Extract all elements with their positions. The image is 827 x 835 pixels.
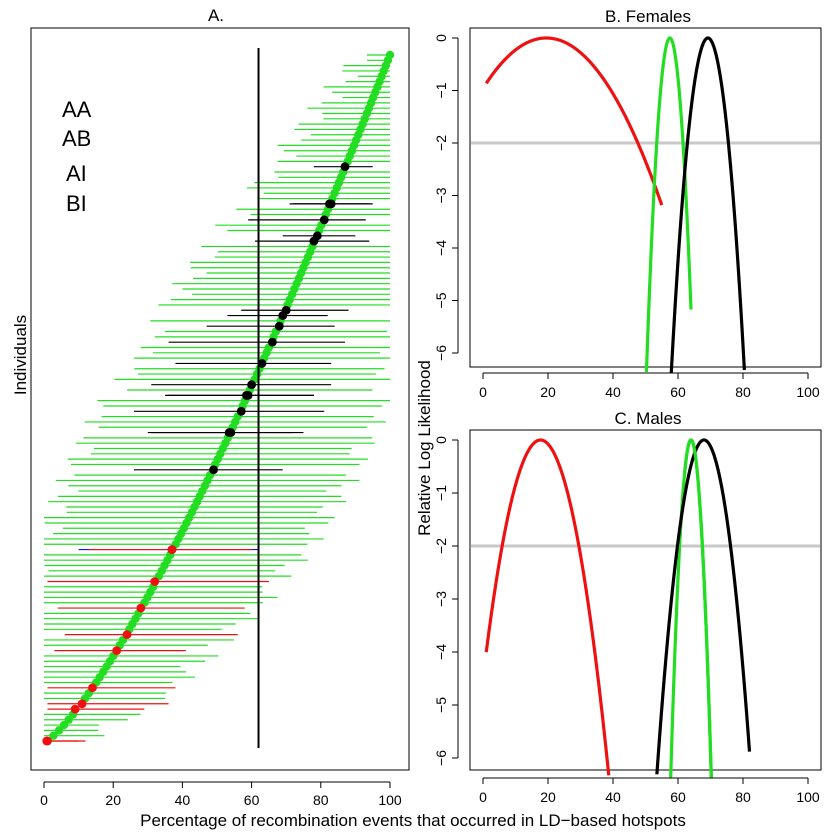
panel-c-ylabel: Relative Log Likelihood bbox=[415, 360, 434, 536]
panel-c-x-tick-label: 60 bbox=[670, 789, 686, 805]
data-point bbox=[319, 215, 329, 225]
panel-a-x-tick-label: 60 bbox=[244, 792, 260, 808]
data-point bbox=[257, 359, 267, 368]
data-point bbox=[49, 731, 58, 740]
panel-c-likelihood-curve bbox=[682, 438, 713, 778]
panel-c-y-tick-label: −3 bbox=[433, 591, 449, 607]
panel-a-x-tick-label: 80 bbox=[313, 792, 329, 808]
panel-c-y-tick-label: −2 bbox=[433, 538, 449, 554]
panel-b-x-tick-label: 40 bbox=[605, 384, 621, 400]
panel-c-x-tick-label: 0 bbox=[479, 789, 487, 805]
panel-b-y-tick-label: −3 bbox=[433, 187, 449, 203]
panel-b-axes: 0 20 40 60 80 100 0 −1 −2 −3 −4 −5 −6 bbox=[433, 34, 820, 400]
panel-a-title: A. bbox=[208, 6, 224, 25]
panel-c-curves bbox=[484, 438, 752, 778]
panel-a-interval-lines bbox=[44, 54, 390, 742]
data-point bbox=[267, 337, 277, 347]
legend-ai: AI bbox=[66, 161, 87, 186]
panel-c-y-tick-label: 0 bbox=[433, 436, 449, 444]
data-point bbox=[309, 236, 319, 246]
panel-b-y-tick-label: −4 bbox=[433, 240, 449, 256]
data-point bbox=[242, 390, 251, 400]
data-point bbox=[70, 704, 80, 714]
panel-c-y-tick-label: −5 bbox=[433, 697, 449, 713]
panel-c-likelihood-curve bbox=[484, 438, 611, 776]
data-point bbox=[77, 699, 87, 709]
panel-b-x-tick-label: 20 bbox=[540, 384, 556, 400]
panel-c-likelihood-curve bbox=[655, 438, 752, 775]
data-point bbox=[167, 545, 177, 554]
data-point bbox=[236, 406, 246, 416]
data-point bbox=[209, 465, 218, 475]
panel-b-curves bbox=[484, 36, 746, 374]
panel-c-x-tick-label: 100 bbox=[796, 789, 820, 805]
panel-b-x-tick-label: 100 bbox=[796, 384, 820, 400]
panel-b: B. Females 0 20 40 60 80 100 0 −1 −2 −3 −4 −5 −6 bbox=[433, 7, 822, 400]
data-point bbox=[112, 646, 122, 655]
data-point bbox=[278, 311, 288, 320]
panel-c-x-tick-label: 40 bbox=[605, 789, 621, 805]
panel-b-x-tick-label: 60 bbox=[670, 384, 686, 400]
x-axis-label: Percentage of recombination events that … bbox=[140, 811, 686, 830]
panel-a-x-tick-label: 40 bbox=[175, 792, 191, 808]
data-point bbox=[385, 50, 395, 60]
panel-b-likelihood-curve bbox=[644, 36, 693, 372]
panel-b-x-tick-label: 0 bbox=[479, 384, 487, 400]
panel-b-y-tick-label: −2 bbox=[433, 135, 449, 151]
data-point bbox=[54, 726, 64, 735]
data-point bbox=[224, 428, 234, 437]
panel-a-points bbox=[42, 50, 395, 746]
data-point bbox=[136, 603, 146, 613]
data-point bbox=[150, 577, 160, 586]
panel-a-legend: AA AB AI BI bbox=[62, 97, 92, 216]
panel-b-likelihood-curve bbox=[669, 36, 746, 374]
panel-a-x-tick-label: 100 bbox=[378, 792, 402, 808]
panel-c-plot-frame bbox=[469, 429, 822, 771]
panel-c-axes: 0 20 40 60 80 100 0 −1 −2 −3 −4 −5 −6 bbox=[433, 436, 820, 805]
panel-c-x-tick-label: 20 bbox=[540, 789, 556, 805]
panel-a-x-tick-label: 0 bbox=[40, 792, 48, 808]
panel-b-y-tick-label: −5 bbox=[433, 292, 449, 308]
panel-a-x-tick-label: 20 bbox=[105, 792, 121, 808]
panel-c-y-tick-label: −1 bbox=[433, 485, 449, 501]
panel-c-y-tick-label: −4 bbox=[433, 644, 449, 660]
panel-a-x-axis: 0 20 40 60 80 100 bbox=[40, 781, 402, 808]
legend-ab: AB bbox=[62, 126, 91, 151]
panel-c: C. Males 0 20 40 60 80 100 0 −1 −2 −3 −4 −5 −6 Relat… bbox=[415, 360, 822, 805]
panel-a-ylabel: Individuals bbox=[11, 315, 30, 395]
data-point bbox=[274, 321, 284, 331]
panel-c-x-tick-label: 80 bbox=[735, 789, 751, 805]
data-point bbox=[88, 683, 97, 693]
panel-c-title: C. Males bbox=[614, 409, 681, 428]
panel-b-x-tick-label: 80 bbox=[735, 384, 751, 400]
panel-b-y-tick-label: −6 bbox=[433, 345, 449, 361]
data-point bbox=[325, 199, 334, 209]
panel-b-title: B. Females bbox=[605, 7, 691, 26]
data-point bbox=[340, 162, 350, 172]
panel-a: A. Individuals 0 20 40 60 80 100 AA AB AI BI … bbox=[11, 6, 686, 830]
panel-b-likelihood-curve bbox=[484, 36, 664, 206]
panel-b-y-tick-label: −1 bbox=[433, 82, 449, 98]
panel-a-plot-frame bbox=[30, 27, 410, 771]
data-point bbox=[122, 630, 132, 640]
panel-c-y-tick-label: −6 bbox=[433, 750, 449, 766]
data-point bbox=[247, 380, 256, 390]
data-point bbox=[42, 736, 52, 746]
legend-bi: BI bbox=[66, 191, 87, 216]
legend-aa: AA bbox=[62, 97, 92, 122]
panel-b-plot-frame bbox=[469, 27, 822, 368]
panel-b-y-tick-label: 0 bbox=[433, 34, 449, 42]
